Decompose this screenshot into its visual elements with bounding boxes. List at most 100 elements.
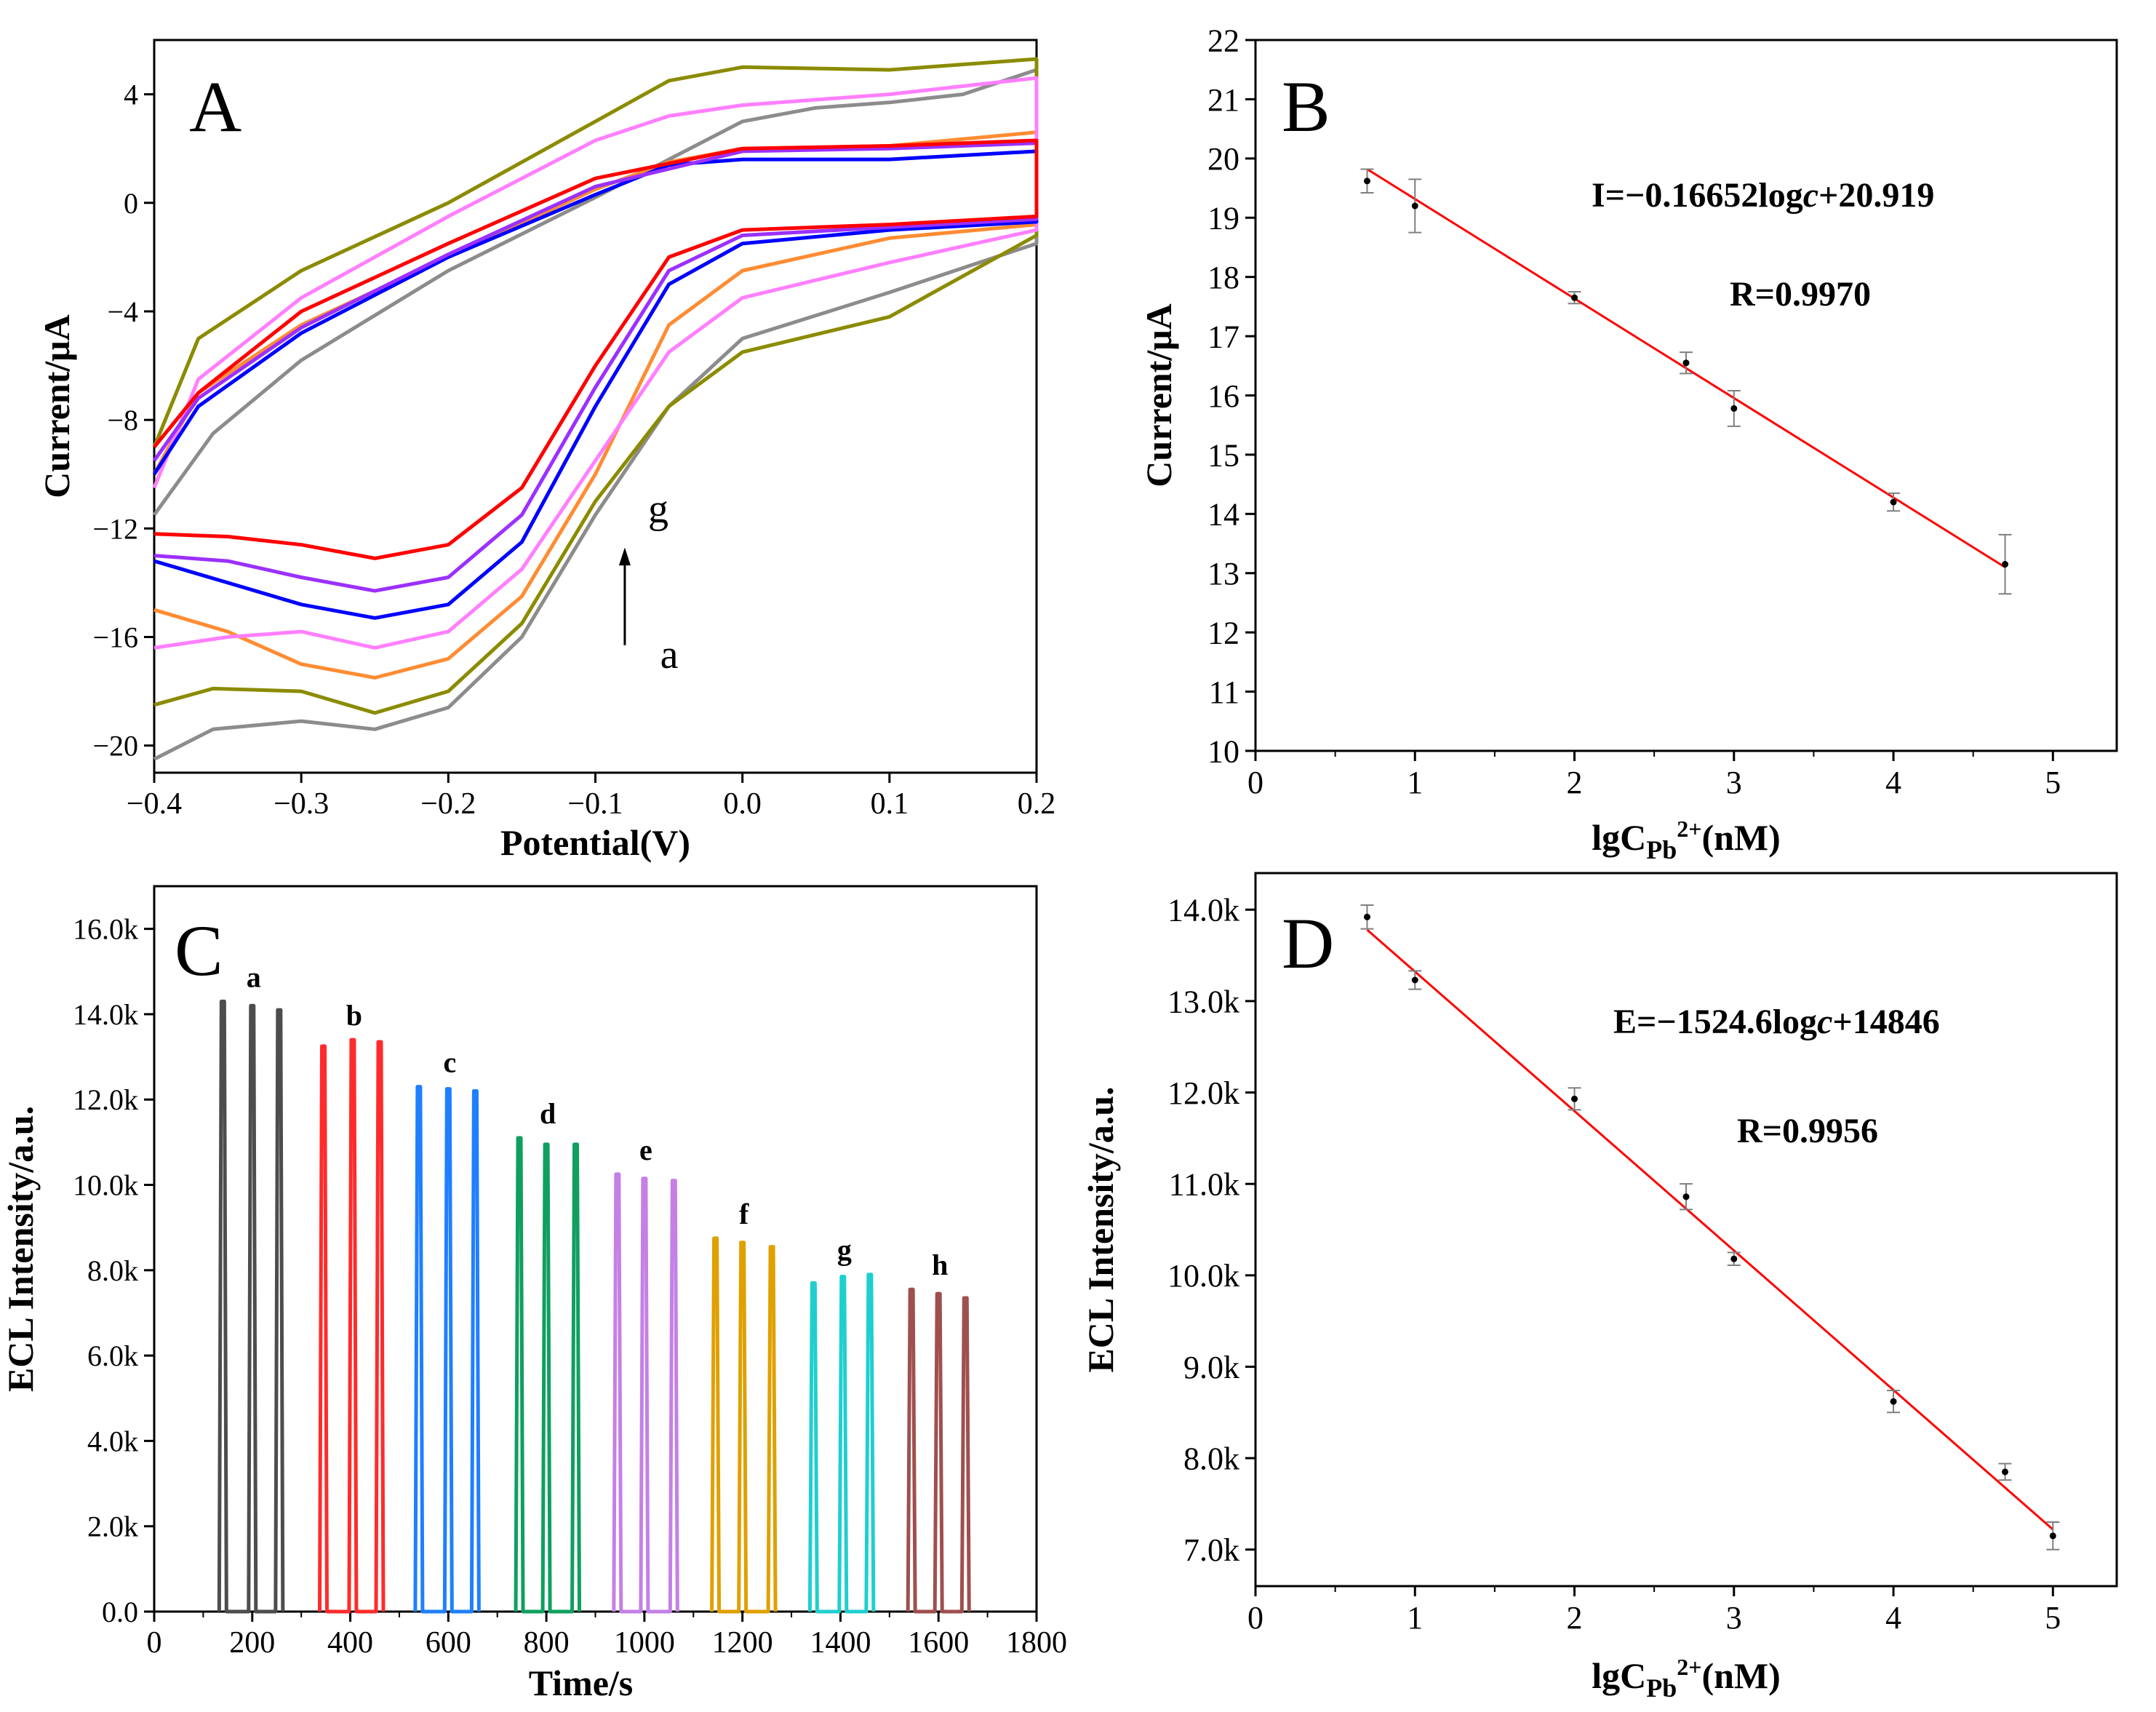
current-x-tick-label: 5 — [2045, 765, 2061, 800]
ecl-x-tick-label: 200 — [229, 1626, 275, 1660]
current-y-tick-label: 16 — [1207, 378, 1239, 414]
current-y-tick-label: 22 — [1207, 23, 1239, 58]
ecl-trace-d — [514, 1136, 582, 1614]
cv-curve-pink — [152, 76, 1039, 650]
ecl-x-tick-label: 1200 — [712, 1626, 773, 1660]
r-value-d: R=0.9956 — [1737, 1112, 1878, 1150]
ecl-fit-data-point — [2002, 1468, 2009, 1476]
current-x-axis-title-part: lgC — [1592, 817, 1646, 858]
current-x-axis-title-part_sub: Pb — [1646, 835, 1677, 864]
ecl-fit-x-tick-label: 4 — [1885, 1600, 1901, 1636]
ecl-x-tick-label: 1000 — [614, 1626, 675, 1660]
panel-letter-b: B — [1282, 66, 1330, 147]
ecl-fit-y-tick-label: 9.0k — [1183, 1350, 1239, 1385]
current-x-tick-label: 0 — [1247, 765, 1263, 800]
current-y-tick-label: 17 — [1207, 319, 1239, 354]
ecl-trace-g — [807, 1273, 876, 1614]
cv-curve-purple — [152, 141, 1039, 593]
ecl-y-tick-label: 10.0k — [73, 1169, 138, 1202]
cv-curve-olive — [152, 57, 1039, 715]
current-y-tick-label: 12 — [1207, 616, 1239, 651]
ecl-fit-data-point — [2049, 1532, 2056, 1540]
ecl-fit-plot-frame — [1254, 872, 2118, 1588]
current-x-axis-title-part_tail: (nM) — [1701, 817, 1780, 858]
cv-y-tick-label: −12 — [92, 512, 138, 545]
ecl-fit-data-point — [1363, 913, 1370, 920]
ecl-y-axis-title: ECL Intensity/a.u. — [0, 1106, 41, 1392]
cv-curve-blue — [152, 149, 1039, 620]
current-y-axis-title: Current/μA — [1138, 303, 1179, 487]
cv-x-tick-label: −0.4 — [127, 787, 182, 821]
ecl-fit-y-tick-label: 13.0k — [1167, 984, 1239, 1019]
cv-y-tick-label: −4 — [107, 295, 138, 328]
ecl-fit-y-axis-title: ECL Intensity/a.u. — [1080, 1086, 1121, 1372]
cv-curve-gray — [152, 68, 1039, 761]
ecl-fit-data-point — [1682, 1193, 1690, 1201]
ecl-trace-a — [217, 999, 285, 1614]
current-data-point — [1890, 498, 1897, 506]
current-x-axis-title: lgCPb2+(nM) — [1592, 816, 1781, 864]
ecl-fit-data-point — [1571, 1095, 1578, 1102]
r-value-b: R=0.9970 — [1730, 275, 1871, 314]
ecl-fit-data-point — [1730, 1255, 1738, 1262]
cv-x-tick-label: 0.0 — [723, 787, 762, 821]
ecl-fit-x-tick-label: 2 — [1567, 1600, 1583, 1636]
current-y-tick-label: 14 — [1207, 497, 1239, 533]
ecl-y-tick-label: 6.0k — [87, 1339, 138, 1372]
current-data-point — [1411, 202, 1418, 210]
ecl-fit-x-axis-title-part_sup: 2+ — [1677, 1654, 1701, 1680]
arrow-label-g: g — [648, 487, 668, 532]
ecl-group-label-a: a — [247, 960, 261, 993]
ecl-trace-e — [612, 1172, 679, 1614]
ecl-group-label-d: d — [540, 1097, 556, 1130]
current-data-point — [2002, 561, 2009, 568]
ecl-fit-y-tick-label: 14.0k — [1167, 893, 1239, 928]
panel-b: B I=−0.16652logc+20.919 R=0.9970 1011121… — [1138, 23, 2118, 864]
ecl-y-tick-label: 4.0k — [87, 1425, 138, 1457]
ecl-fit-y-tick-label: 11.0k — [1169, 1167, 1239, 1203]
panel-letter-c: C — [175, 910, 223, 991]
current-data-point — [1682, 359, 1690, 367]
ecl-plot-frame — [153, 885, 1038, 1613]
ecl-trace-b — [317, 1038, 386, 1614]
ecl-y-tick-label: 0.0 — [102, 1596, 138, 1628]
cv-y-tick-label: −20 — [92, 730, 138, 763]
ecl-y-tick-label: 14.0k — [73, 998, 138, 1031]
ecl-group-label-h: h — [932, 1249, 948, 1281]
ecl-fit-x-axis-title: lgCPb2+(nM) — [1592, 1654, 1781, 1703]
ecl-x-tick-label: 800 — [524, 1626, 570, 1660]
ecl-group-label-f: f — [739, 1198, 749, 1230]
current-y-tick-label: 15 — [1207, 437, 1239, 473]
ecl-x-tick-label: 1800 — [1006, 1626, 1067, 1660]
ecl-fit-x-tick-label: 0 — [1247, 1600, 1263, 1636]
current-x-tick-label: 3 — [1726, 765, 1742, 800]
current-y-tick-label: 11 — [1209, 674, 1239, 710]
ecl-fit-data-point — [1411, 976, 1418, 984]
cv-x-tick-label: −0.2 — [420, 787, 476, 821]
ecl-fit-fit-line — [1366, 928, 2054, 1531]
ecl-fit-x-tick-label: 3 — [1726, 1600, 1742, 1636]
ecl-y-tick-label: 12.0k — [73, 1083, 138, 1116]
ecl-fit-y-tick-label: 8.0k — [1183, 1441, 1239, 1477]
ecl-fit-y-tick-label: 7.0k — [1183, 1532, 1239, 1568]
current-plot-frame — [1254, 39, 2118, 752]
current-y-tick-label: 19 — [1207, 201, 1239, 236]
ecl-trace-c — [413, 1085, 481, 1614]
equation-b: I=−0.16652logc+20.919 — [1592, 176, 1934, 215]
ecl-fit-y-tick-label: 10.0k — [1167, 1258, 1239, 1294]
ecl-group-label-g: g — [837, 1234, 852, 1267]
ecl-y-tick-label: 16.0k — [73, 913, 138, 946]
current-y-tick-label: 18 — [1207, 260, 1239, 295]
panel-letter-a: A — [189, 66, 241, 147]
ecl-fit-x-tick-label: 1 — [1407, 1600, 1423, 1636]
arrow-label-a: a — [660, 632, 679, 677]
cv-x-tick-label: 0.2 — [1018, 787, 1056, 821]
ecl-group-label-b: b — [346, 999, 362, 1032]
current-x-tick-label: 1 — [1407, 765, 1423, 800]
ecl-x-tick-label: 1600 — [908, 1626, 969, 1660]
current-data-point — [1571, 294, 1578, 301]
panel-d: D E=−1524.6logc+14846 R=0.9956 7.0k 8.0k 9… — [1080, 872, 2118, 1703]
ecl-x-tick-label: 600 — [426, 1626, 471, 1660]
ecl-x-tick-label: 1400 — [810, 1626, 871, 1660]
